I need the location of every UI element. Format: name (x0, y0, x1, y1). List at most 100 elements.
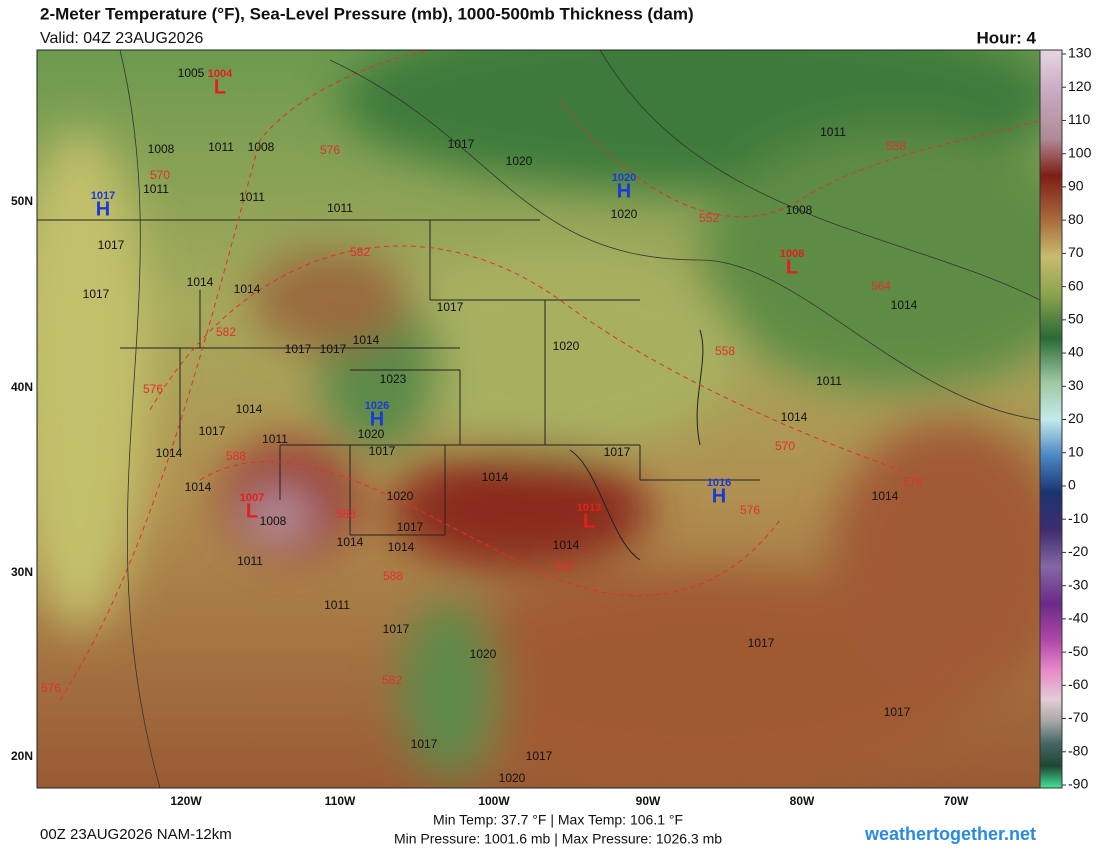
low-marker: L (583, 510, 595, 532)
colorbar-label: -20 (1068, 543, 1088, 559)
thickness-label: 576 (903, 475, 923, 489)
lon-label: 110W (325, 794, 356, 808)
isobar-label: 1017 (397, 520, 424, 534)
colorbar-label: -30 (1068, 576, 1088, 592)
isobar-label: 1017 (98, 238, 125, 252)
isobar-label: 1017 (320, 342, 347, 356)
low-value: 1004 (208, 68, 233, 80)
colorbar-label: -10 (1068, 510, 1088, 526)
lon-label: 90W (636, 794, 661, 808)
isobar-label: 1017 (285, 342, 312, 356)
colorbar-label: 130 (1068, 45, 1092, 61)
high-value: 1016 (707, 477, 731, 489)
low-marker: L (246, 500, 258, 522)
thickness-label: 558 (715, 344, 735, 358)
colorbar-label: -80 (1068, 742, 1088, 758)
colorbar-label: 30 (1068, 377, 1084, 393)
high-marker: H (617, 180, 631, 202)
isobar-label: 1020 (358, 427, 385, 441)
isobar-label: 1005 (178, 66, 205, 80)
thickness-label: 576 (320, 143, 340, 157)
isobar-label: 1014 (234, 282, 261, 296)
lat-label: 50N (11, 194, 33, 208)
lon-label: 70W (944, 794, 969, 808)
isobar-label: 1008 (786, 203, 813, 217)
high-value: 1017 (91, 190, 115, 202)
colorbar-label: 110 (1068, 111, 1091, 127)
isobar-label: 1017 (748, 636, 775, 650)
isobar-label: 1014 (553, 538, 580, 552)
isobar-label: 1014 (482, 470, 509, 484)
colorbar-label: 0 (1068, 477, 1076, 493)
thickness-label: 582 (382, 673, 402, 687)
forecast-hour: Hour: 4 (977, 28, 1037, 47)
colorbar-label: 60 (1068, 277, 1084, 293)
isobar-label: 1014 (236, 402, 263, 416)
isobar-label: 1011 (820, 125, 846, 139)
thickness-label: 570 (150, 168, 170, 182)
thickness-label: 570 (775, 439, 795, 453)
isobar-label: 1014 (185, 480, 212, 494)
colorbar-label: 70 (1068, 244, 1084, 260)
title: 2-Meter Temperature (°F), Sea-Level Pres… (40, 4, 694, 23)
isobar-label: 1014 (781, 410, 808, 424)
isobar-label: 1014 (388, 540, 415, 554)
isobar-label: 1023 (380, 372, 407, 386)
isobar-label: 1011 (143, 182, 169, 196)
isobar-label: 1011 (324, 598, 350, 612)
isobar-label: 1011 (239, 190, 265, 204)
isobar-label: 1020 (553, 339, 580, 353)
isobar-label: 1017 (437, 300, 464, 314)
isobar-label: 1014 (187, 275, 214, 289)
isobar-label: 1008 (260, 514, 287, 528)
colorbar-label: -90 (1068, 776, 1088, 792)
lat-label: 30N (11, 565, 33, 579)
thickness-label: 552 (699, 211, 719, 225)
isobar-label: 1014 (353, 333, 380, 347)
isobar-label: 1014 (337, 535, 364, 549)
lat-label: 20N (11, 749, 33, 763)
thickness-label: 558 (886, 139, 906, 153)
high-value: 1020 (612, 172, 636, 184)
colorbar-label: -60 (1068, 676, 1088, 692)
isobar-label: 1011 (237, 554, 263, 568)
lon-label: 120W (170, 794, 202, 808)
isobar-label: 1008 (248, 140, 275, 154)
high-marker: H (370, 408, 384, 430)
high-marker: H (712, 485, 726, 507)
colorbar-label: 90 (1068, 178, 1084, 194)
thickness-label: 576 (143, 382, 163, 396)
isobar-label: 1008 (148, 142, 175, 156)
colorbar (1039, 49, 1063, 789)
isobar-label: 1014 (872, 489, 899, 503)
site-link[interactable]: weathertogether.net (864, 824, 1036, 844)
isobar-label: 1020 (499, 771, 526, 785)
low-marker: L (786, 256, 798, 278)
isobar-label: 1020 (506, 154, 533, 168)
isobar-label: 1014 (156, 446, 183, 460)
isobar-label: 1011 (208, 140, 234, 154)
colorbar-label: 120 (1068, 78, 1092, 94)
colorbar-label: -50 (1068, 643, 1088, 659)
low-value: 1013 (577, 502, 601, 514)
isobar-label: 1017 (369, 444, 396, 458)
thickness-label: 564 (871, 279, 891, 293)
thickness-label: 588 (383, 569, 403, 583)
isobar-label: 1017 (448, 137, 475, 151)
temp-range: Min Temp: 37.7 °F | Max Temp: 106.1 °F (433, 812, 683, 828)
map (37, 50, 1040, 788)
isobar-label: 1011 (262, 432, 288, 446)
colorbar-label: 50 (1068, 311, 1084, 327)
thickness-label: 576 (740, 503, 760, 517)
isobar-label: 1020 (387, 489, 414, 503)
thickness-label: 588 (336, 507, 356, 521)
lon-label: 100W (478, 794, 510, 808)
isobar-label: 1020 (470, 647, 497, 661)
isobar-label: 1017 (604, 445, 631, 459)
thickness-label: 588 (226, 449, 246, 463)
thickness-label: 582 (554, 559, 574, 573)
model-run: 00Z 23AUG2026 NAM-12km (40, 826, 232, 843)
isobar-label: 1017 (83, 287, 110, 301)
isobar-label: 1020 (611, 207, 638, 221)
colorbar-label: 10 (1068, 443, 1084, 459)
